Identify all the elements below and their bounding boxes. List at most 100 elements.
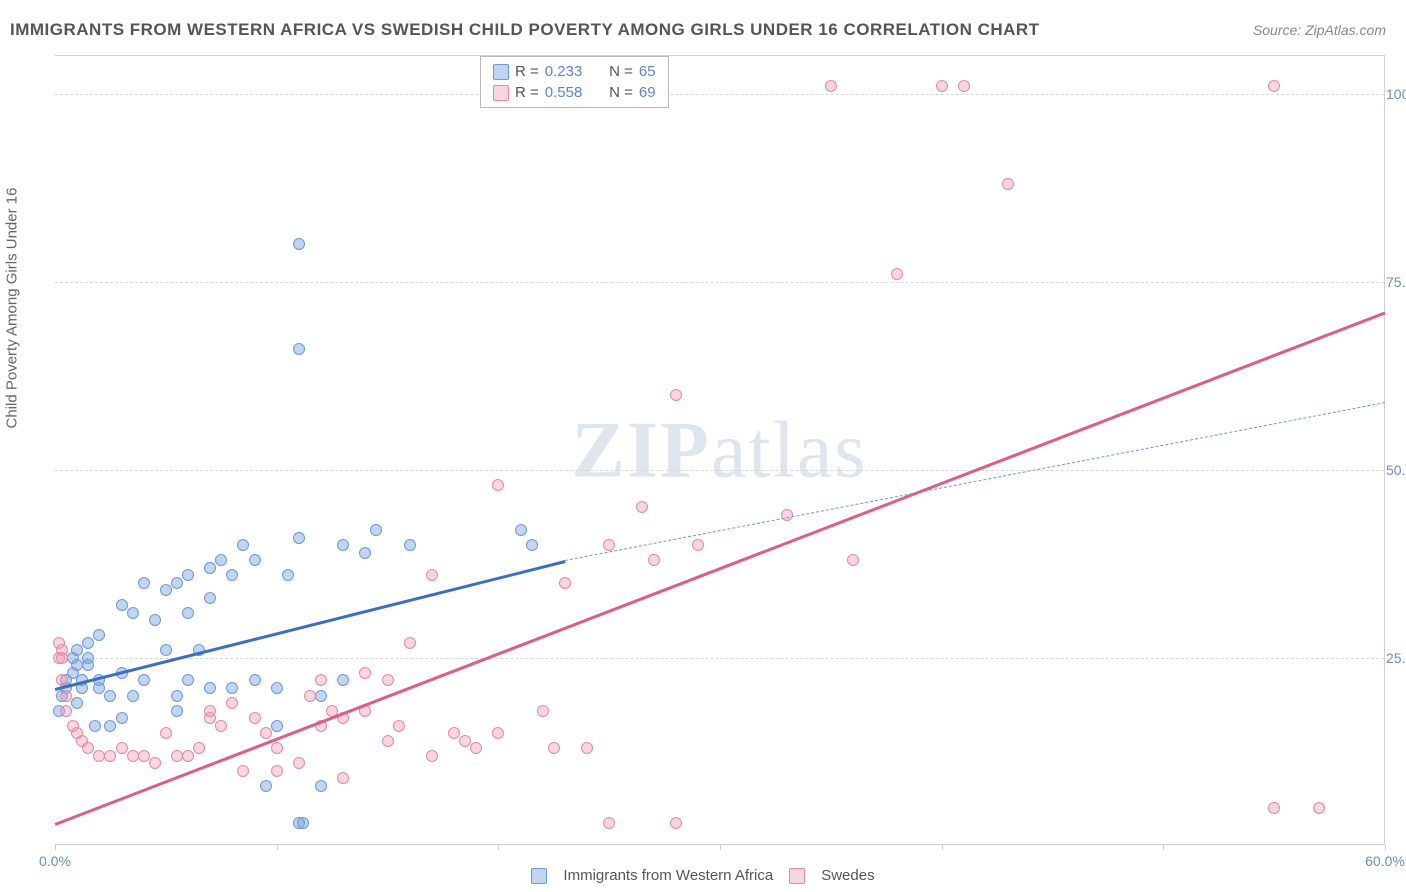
legend-swatch — [789, 868, 805, 884]
data-point — [237, 539, 249, 551]
legend-r-label: R = — [515, 63, 539, 80]
x-tick-mark — [720, 845, 721, 850]
data-point — [293, 238, 305, 250]
data-point — [891, 268, 903, 280]
y-tick-label: 100.0% — [1386, 86, 1406, 102]
data-point — [293, 343, 305, 355]
data-point — [215, 720, 227, 732]
data-point — [149, 614, 161, 626]
data-point — [1268, 802, 1280, 814]
data-point — [160, 727, 172, 739]
data-point — [226, 569, 238, 581]
data-point — [60, 690, 72, 702]
trendline — [55, 560, 565, 690]
data-point — [104, 690, 116, 702]
data-point — [171, 705, 183, 717]
series-legend: Immigrants from Western Africa Swedes — [0, 867, 1406, 884]
data-point — [116, 712, 128, 724]
data-point — [936, 80, 948, 92]
data-point — [82, 652, 94, 664]
trendline-extrapolated — [565, 402, 1385, 561]
data-point — [60, 705, 72, 717]
data-point — [692, 539, 704, 551]
data-point — [548, 742, 560, 754]
data-point — [71, 644, 83, 656]
data-point — [1268, 80, 1280, 92]
data-point — [448, 727, 460, 739]
data-point — [171, 690, 183, 702]
data-point — [171, 577, 183, 589]
x-tick-mark — [277, 845, 278, 850]
data-point — [670, 817, 682, 829]
data-point — [603, 539, 615, 551]
correlation-legend: R = 0.233 N = 65R = 0.558 N = 69 — [480, 56, 669, 108]
data-point — [337, 539, 349, 551]
data-point — [182, 569, 194, 581]
data-point — [581, 742, 593, 754]
data-point — [1313, 802, 1325, 814]
y-tick-label: 25.0% — [1386, 650, 1406, 666]
plot-area: ZIPatlas 25.0%50.0%75.0%100.0%0.0%60.0% — [55, 55, 1385, 845]
legend-series-label: Immigrants from Western Africa — [563, 867, 773, 884]
data-point — [204, 705, 216, 717]
data-point — [182, 607, 194, 619]
y-tick-label: 50.0% — [1386, 462, 1406, 478]
legend-series-label: Swedes — [821, 867, 874, 884]
legend-swatch — [493, 85, 509, 101]
source-attribution: Source: ZipAtlas.com — [1253, 22, 1386, 38]
data-point — [958, 80, 970, 92]
data-point — [359, 547, 371, 559]
data-point — [636, 501, 648, 513]
data-point — [293, 757, 305, 769]
data-point — [56, 652, 68, 664]
data-point — [370, 524, 382, 536]
data-point — [404, 637, 416, 649]
legend-row: R = 0.233 N = 65 — [493, 61, 656, 82]
data-point — [71, 697, 83, 709]
data-point — [315, 674, 327, 686]
data-point — [260, 780, 272, 792]
data-point — [127, 607, 139, 619]
legend-n-label: N = — [601, 63, 633, 80]
data-point — [93, 629, 105, 641]
grid-line — [55, 470, 1384, 471]
data-point — [526, 539, 538, 551]
legend-swatch — [531, 868, 547, 884]
data-point — [82, 637, 94, 649]
x-tick-mark — [942, 845, 943, 850]
legend-n-value: 69 — [639, 84, 656, 101]
data-point — [426, 569, 438, 581]
data-point — [648, 554, 660, 566]
data-point — [149, 757, 161, 769]
grid-line — [55, 282, 1384, 283]
data-point — [82, 742, 94, 754]
data-point — [393, 720, 405, 732]
data-point — [282, 569, 294, 581]
x-tick-mark — [498, 845, 499, 850]
data-point — [297, 817, 309, 829]
data-point — [160, 584, 172, 596]
data-point — [293, 532, 305, 544]
data-point — [1002, 178, 1014, 190]
data-point — [138, 750, 150, 762]
data-point — [492, 727, 504, 739]
data-point — [204, 562, 216, 574]
data-point — [89, 720, 101, 732]
data-point — [304, 690, 316, 702]
data-point — [226, 697, 238, 709]
data-point — [559, 577, 571, 589]
data-point — [260, 727, 272, 739]
data-point — [138, 674, 150, 686]
data-point — [670, 389, 682, 401]
data-point — [271, 720, 283, 732]
chart-title: IMMIGRANTS FROM WESTERN AFRICA VS SWEDIS… — [10, 20, 1040, 40]
grid-line — [55, 94, 1384, 95]
x-tick-mark — [1385, 845, 1386, 850]
data-point — [359, 667, 371, 679]
data-point — [104, 750, 116, 762]
data-point — [515, 524, 527, 536]
data-point — [382, 674, 394, 686]
data-point — [459, 735, 471, 747]
data-point — [226, 682, 238, 694]
data-point — [426, 750, 438, 762]
